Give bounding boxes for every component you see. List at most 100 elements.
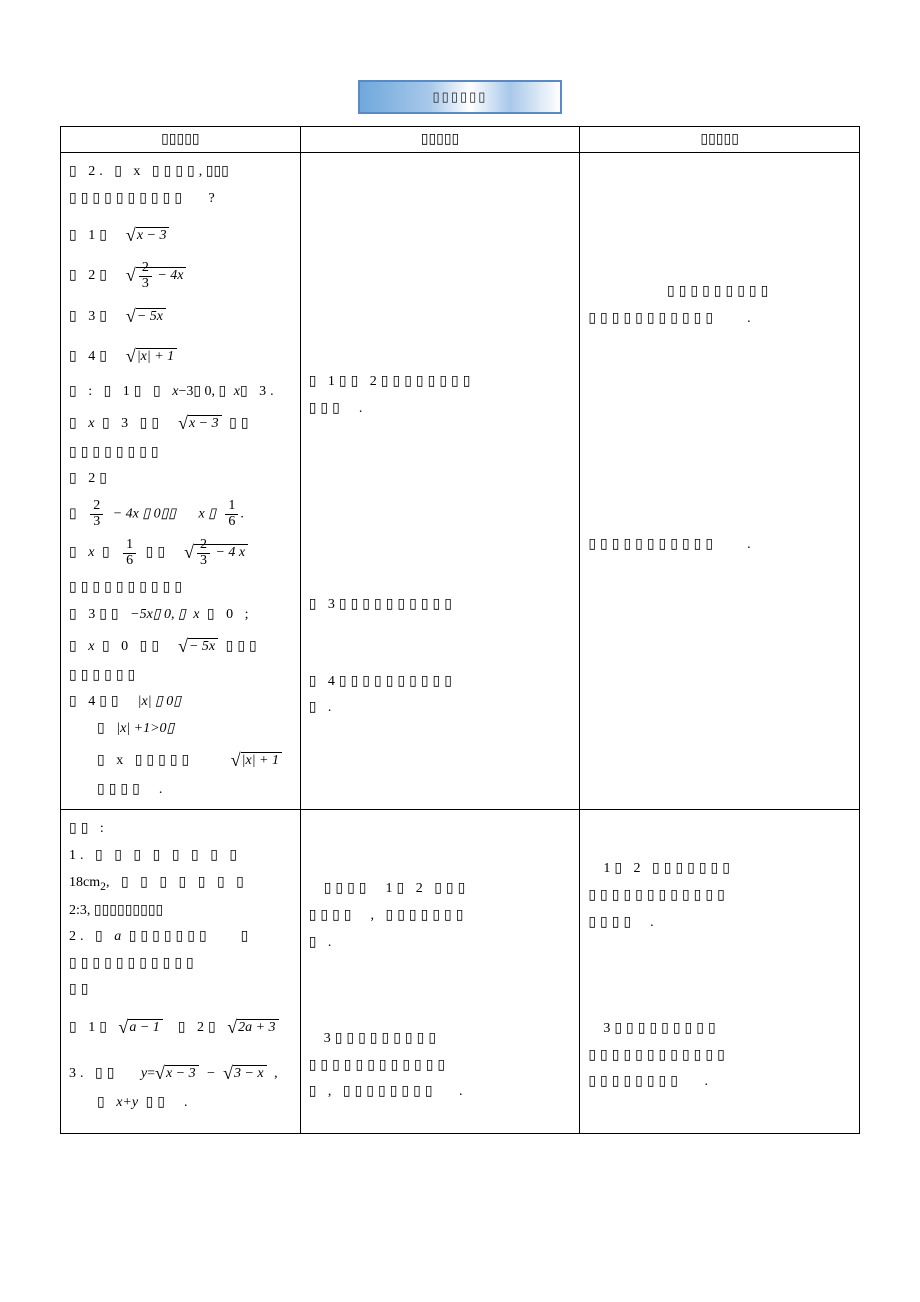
t: ▯ 1▯ [69,228,111,243]
t: ▯▯▯▯ [97,782,144,797]
t: ▯▯▯▯ [309,908,356,923]
t: ▯▯▯▯▯▯▯▯▯▯▯ [588,311,717,326]
t: ▯ 3▯▯ [69,607,123,622]
t: ▯ 4▯▯ [69,694,123,709]
t: ▯▯▯▯▯▯▯▯ [69,440,292,467]
header-col2: ▯▯▯▯▯ [300,127,580,153]
t: ▯ . [309,930,572,957]
t: ▯ [102,545,114,560]
page: ▯▯▯▯▯▯ ▯▯▯▯▯ ▯▯▯▯▯ ▯▯▯▯▯ ▯ 2. ▯ x ▯▯▯▯, … [60,80,860,1134]
t: 18cm [69,875,100,890]
section-banner: ▯▯▯▯▯▯ [358,80,562,114]
t: ▯ 3 ▯▯ [102,416,163,431]
t: ▯▯▯▯▯▯▯▯▯▯ [69,191,186,206]
t: x [88,639,94,654]
t: |x| ▯ 0▯ [138,694,181,709]
r1c3: ▯▯▯▯▯▯▯▯▯ ▯▯▯▯▯▯▯▯▯▯▯ . ▯▯▯▯▯▯▯▯▯▯▯ . [580,153,860,810]
row-1: ▯ 2. ▯ x ▯▯▯▯, ▯▯▯ ▯▯▯▯▯▯▯▯▯▯ ? ▯ 1▯ √x … [61,153,860,810]
sqrt-expr: √23 − 4 x [184,545,248,560]
sqrt-expr: √− 5x [126,309,166,324]
t: ▯▯▯▯▯▯▯▯▯▯▯▯ [588,883,851,910]
t: ▯ 3▯▯▯▯▯▯▯▯▯▯ [309,592,572,619]
t: ▯ x ▯▯▯▯▯ [97,753,193,768]
t: x [88,545,94,560]
sqrt-expr: √a − 1 [118,1020,162,1035]
t: ▯▯ [146,1095,169,1110]
t: . [184,1095,188,1110]
r1c1: ▯ 2. ▯ x ▯▯▯▯, ▯▯▯ ▯▯▯▯▯▯▯▯▯▯ ? ▯ 1▯ √x … [61,153,301,810]
t: ▯▯▯▯▯▯▯▯▯▯▯ [588,537,717,552]
t: 2. ▯ [69,929,107,944]
t: |x| +1>0▯ [116,721,174,736]
t: . [747,311,751,326]
t: ▯▯▯▯▯▯▯▯▯▯▯▯ [588,1043,851,1070]
t: 1▯ 2 ▯▯▯ [386,881,470,896]
header-col1: ▯▯▯▯▯ [61,127,301,153]
sqrt-expr: √|x| + 1 [126,349,177,364]
t: 1. ▯ ▯ ▯ ▯ ▯ ▯ ▯ ▯ [69,843,292,870]
t: − 4x ▯ 0▯▯ [113,506,176,521]
t: . [159,782,163,797]
t: ▯▯▯ [226,639,261,654]
r2c2: ▯▯▯▯ 1▯ 2 ▯▯▯ ▯▯▯▯ , ▯▯▯▯▯▯▯ ▯ . 3▯▯▯▯▯▯… [300,810,580,1134]
t: ▯▯▯▯ [324,881,371,896]
frac: 16 [123,538,136,568]
t: x ▯ [199,506,216,521]
t: . [747,537,751,552]
t: ▯ , ▯▯▯▯▯▯▯▯ [309,1084,437,1099]
t: x [193,607,199,622]
t: ▯▯▯▯▯▯▯▯ [588,1074,682,1089]
t: a [114,929,121,944]
sqrt-expr: √3 − x [223,1066,267,1081]
t: , ▯▯▯ [199,164,229,179]
t: , ▯▯▯▯▯▯▯ [371,908,468,923]
sqrt-expr: √x − 3 [126,228,170,243]
t: , [274,1066,278,1081]
t: 1▯ 2 ▯▯▯▯▯▯▯ [603,861,734,876]
frac: 16 [225,499,238,529]
t: ▯▯▯▯▯▯▯▯▯▯▯ [69,951,292,978]
r2c3: 1▯ 2 ▯▯▯▯▯▯▯ ▯▯▯▯▯▯▯▯▯▯▯▯ ▯▯▯▯ . 3▯▯▯▯▯▯… [580,810,860,1134]
sqrt-expr: √x − 3 [155,1066,199,1081]
t: ▯ 2▯ [69,466,292,493]
t: ▯▯▯▯▯▯▯▯▯ [588,279,851,306]
t: ▯ [97,721,109,736]
t: , ▯ ▯ ▯ ▯ ▯ ▯ ▯ [106,875,248,890]
t: ▯▯ [146,545,169,560]
sqrt-expr: √|x| + 1 [231,753,282,768]
t: 3. ▯▯ [69,1066,118,1081]
t: x+y [116,1095,138,1110]
r2c1: ▯▯ : 1. ▯ ▯ ▯ ▯ ▯ ▯ ▯ ▯ 18cm2, ▯ ▯ ▯ ▯ ▯… [61,810,301,1134]
t: −5x▯ 0, ▯ [130,607,186,622]
t: ? [209,191,215,206]
t: ▯ [69,545,81,560]
t: ▯ 3. [240,384,278,399]
t: ▯ [97,1095,109,1110]
t: x [88,416,94,431]
t: ▯▯ [229,416,252,431]
t: ▯ 1▯ [69,1020,111,1035]
t: ▯ 0 ▯▯ [102,639,163,654]
t: ▯ 2▯ [69,268,111,283]
t: ▯▯ [69,977,292,1004]
t: ▯ 4▯▯▯▯▯▯▯▯▯▯ [309,669,572,696]
t: ▯ [69,639,81,654]
t: ▯ [69,506,81,521]
t: ▯▯ : [69,816,292,843]
t: 3▯▯▯▯▯▯▯▯▯ [324,1031,440,1046]
t: = [147,1066,155,1081]
frac: 23 [90,499,103,529]
t: ▯ 3▯ [69,309,111,324]
t: ▯ [69,416,81,431]
t: ▯ [241,929,253,944]
sqrt-expr: √− 5x [178,639,218,654]
t: ▯ 0 ; [207,607,253,622]
t: − [206,1066,215,1081]
t: . [650,915,654,930]
header-col3: ▯▯▯▯▯ [580,127,860,153]
sqrt-expr: √23 − 4x [126,268,187,283]
sqrt-expr: √2a + 3 [227,1020,278,1035]
t: ▯ : ▯ 1▯ ▯ [69,384,165,399]
t: ▯ 2. ▯ x ▯▯▯▯ [69,164,199,179]
header-row: ▯▯▯▯▯ ▯▯▯▯▯ ▯▯▯▯▯ [61,127,860,153]
